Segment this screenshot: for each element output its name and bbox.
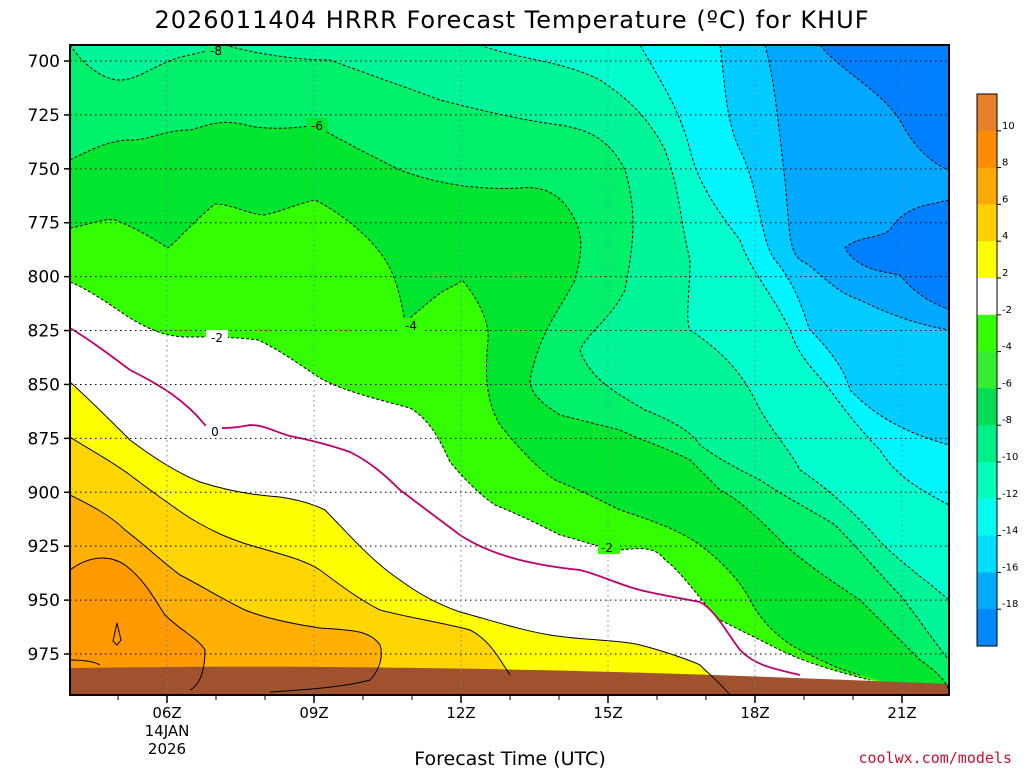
- y-tick-label: 750: [28, 160, 60, 180]
- x-tick-label: 15Z: [593, 704, 622, 722]
- y-tick-label: 850: [28, 375, 60, 395]
- contour-plus8: [70, 557, 206, 691]
- x-tick-label: 06Z: [152, 704, 181, 722]
- colorbar-swatch: [977, 462, 997, 500]
- y-tick-label: 950: [28, 591, 60, 611]
- y-tick-label: 925: [28, 537, 60, 557]
- contour-minus12: [719, 45, 949, 446]
- colorbar: 10 8 6 4 2 -2 -4 -6 -8 -10 -12 -14 -16 -18: [976, 93, 1018, 647]
- x-tick-label: 18Z: [740, 704, 769, 722]
- contour-zero-lower-dashed: [70, 281, 871, 681]
- contour-plus4: [70, 436, 511, 676]
- contour-plus6: [70, 494, 382, 693]
- y-tick-label: 975: [28, 645, 60, 665]
- colorbar-swatch: [977, 130, 997, 169]
- x-axis: 06Z 09Z 12Z 15Z 18Z 21Z: [117, 695, 917, 722]
- fill-plus8-to-plus6: [70, 558, 205, 695]
- colorbar-label: 10: [1002, 121, 1015, 132]
- colorbar-label: 8: [1002, 158, 1008, 169]
- colorbar-label: 2: [1002, 268, 1008, 279]
- y-tick-label: 725: [28, 106, 60, 126]
- colorbar-swatch: [977, 278, 997, 316]
- contour-plus10b: [70, 659, 101, 666]
- contour-label: 0: [211, 425, 219, 439]
- y-tick-label: 775: [28, 214, 60, 234]
- fill-plus10-to-plus8: [113, 623, 121, 645]
- contour-plus10: [112, 622, 122, 646]
- contour-minus16b: [844, 199, 949, 311]
- colorbar-label: -16: [1002, 562, 1018, 573]
- colorbar-label: -14: [1002, 526, 1018, 537]
- ground-fill: [70, 666, 949, 695]
- colorbar-label: -2: [1002, 305, 1012, 316]
- contour-plus2: [70, 381, 731, 695]
- x-tick-label: 21Z: [887, 704, 916, 722]
- colorbar-label: 6: [1002, 194, 1008, 205]
- colorbar-label: -6: [1002, 378, 1012, 389]
- freezing-line: [70, 327, 801, 676]
- colorbar-swatch: [977, 167, 997, 205]
- chart-title: 2026011404 HRRR Forecast Temperature (ºC…: [154, 6, 869, 34]
- contour-label: -8: [210, 44, 222, 58]
- contour-lines: [70, 45, 949, 695]
- y-tick-label: 825: [28, 322, 60, 342]
- colorbar-label: -12: [1002, 489, 1018, 500]
- colorbar-swatch: [977, 94, 997, 132]
- contour-minus4: [70, 121, 949, 691]
- colorbar-swatch: [977, 535, 997, 573]
- colorbar-swatch: [977, 572, 997, 610]
- colorbar-label: 4: [1002, 231, 1008, 242]
- y-tick-label: 875: [28, 429, 60, 449]
- contour-label: -4: [405, 319, 417, 333]
- x-date-line-2: 2026: [148, 740, 186, 758]
- contour-minus8: [479, 45, 949, 601]
- contour-minus10: [639, 45, 949, 506]
- colorbar-swatch: [977, 351, 997, 389]
- colorbar-label: -4: [1002, 342, 1012, 353]
- y-axis: 700 725 750 775 800 825 850 875 900 925 950 975: [28, 52, 70, 665]
- colorbar-swatch: [977, 425, 997, 463]
- x-tick-label: 12Z: [446, 704, 475, 722]
- contour-labels: -8 -6 -4 -2 0 -2: [205, 44, 620, 555]
- contour-minus14: [764, 45, 949, 331]
- colorbar-swatch: [977, 388, 997, 426]
- x-tick-label: 09Z: [299, 704, 328, 722]
- colorbar-frame: [976, 93, 998, 647]
- plot-area: [70, 45, 949, 695]
- colorbar-swatch: [977, 204, 997, 242]
- y-tick-label: 900: [28, 483, 60, 503]
- contour-label: -2: [601, 541, 613, 555]
- contour-label: -2: [211, 331, 223, 345]
- credit-text: coolwx.com/models: [858, 749, 1012, 767]
- colorbar-label: -8: [1002, 415, 1012, 426]
- x-axis-title: Forecast Time (UTC): [414, 748, 605, 768]
- grid: [70, 45, 949, 695]
- colorbar-swatch: [977, 314, 997, 353]
- colorbar-swatch: [977, 498, 997, 537]
- colorbar-label: -10: [1002, 452, 1018, 463]
- y-tick-label: 800: [28, 268, 60, 288]
- contour-label: -6: [311, 119, 323, 133]
- colorbar-swatch: [977, 241, 997, 279]
- colorbar-label: -18: [1002, 599, 1018, 610]
- colorbar-swatch: [977, 609, 997, 647]
- y-tick-label: 700: [28, 52, 60, 72]
- x-date-line-1: 14JAN: [145, 722, 190, 740]
